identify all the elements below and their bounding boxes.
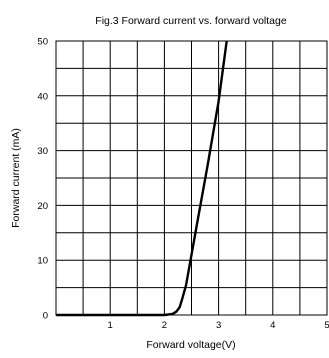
chart-title: Fig.3 Forward current vs. forward voltag… [95, 15, 287, 27]
y-tick-label: 10 [37, 256, 48, 267]
x-tick-label: 3 [216, 320, 221, 331]
y-tick-label: 30 [37, 146, 48, 157]
x-tick-label: 5 [324, 320, 329, 331]
plot-frame [55, 40, 328, 316]
y-tick-label: 50 [37, 37, 48, 48]
y-tick-label: 40 [37, 91, 48, 102]
x-tick-label: 4 [270, 320, 275, 331]
x-tick-label: 2 [162, 320, 167, 331]
series-lines [56, 40, 228, 317]
x-axis-label: Forward voltage(V) [146, 339, 235, 351]
series-line [56, 40, 228, 317]
y-tick-label: 20 [37, 201, 48, 212]
y-axis-label: Forward current (mA) [10, 128, 22, 228]
y-tick-label: 0 [43, 311, 48, 322]
grid [56, 41, 327, 315]
x-tick-label: 1 [108, 320, 113, 331]
